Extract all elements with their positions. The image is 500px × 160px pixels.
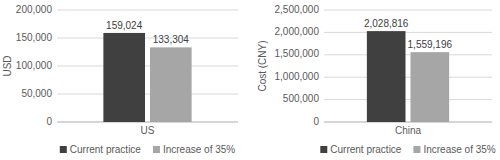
grid-line [324,99,492,100]
grid-line [324,54,492,55]
y-tick-label: 1,500,000 [275,48,320,59]
chart: Cost (CNY) 0 500,000 1,000,000 1,500,000 2,00… [257,4,496,155]
data-label: 159,024 [106,20,143,31]
grid-line [57,66,238,67]
grid-line [57,122,238,123]
bar [411,52,450,122]
legend: Current practice Increase of 35% [60,144,236,155]
bar [150,47,192,122]
data-label: 2,028,816 [364,18,409,29]
y-tick-label: 200,000 [16,4,53,15]
y-axis-label: Cost (CNY) [257,40,268,91]
grid-line [324,32,492,33]
y-axis-label: USD [2,55,13,76]
legend-swatch [60,146,67,153]
grid-line [324,122,492,123]
y-tick-label: 0 [313,116,319,127]
data-label: 1,559,196 [408,39,453,50]
legend-swatch [413,146,420,153]
grid-line [57,94,238,95]
legend-label: Current practice [330,144,402,155]
x-tick-label: US [141,125,155,136]
legend-label: Current practice [70,144,142,155]
bars [103,33,191,122]
legend-swatch [153,146,160,153]
x-tick-label: China [395,125,422,136]
figure: USD 0 50,000 100,000 150,000 200,000 159,024 13… [0,0,500,160]
y-tick-label: 2,500,000 [275,4,320,15]
grid-line [324,10,492,11]
y-tick-label: 150,000 [16,32,53,43]
y-tick-label: 2,000,000 [275,26,320,37]
legend-swatch [320,146,327,153]
y-tick-label: 100,000 [16,60,53,71]
data-label: 133,304 [153,34,190,45]
data-labels: 159,024 133,304 [106,20,189,45]
grid-line [57,38,238,39]
grid-line [324,77,492,78]
y-tick-label: 50,000 [21,88,52,99]
legend: Current practice Increase of 35% [320,144,496,155]
bar [103,33,145,122]
data-labels: 2,028,816 1,559,196 [364,18,453,50]
chart: USD 0 50,000 100,000 150,000 200,000 159,024 13… [2,4,238,155]
grid-line [57,10,238,11]
legend-label: Increase of 35% [163,144,235,155]
bar [367,31,406,122]
x-axis-line [57,122,238,123]
x-axis-line [324,122,492,123]
y-tick-label: 500,000 [283,93,320,104]
legend-label: Increase of 35% [423,144,495,155]
y-tick-label: 1,000,000 [275,71,320,82]
y-tick-label: 0 [46,116,52,127]
